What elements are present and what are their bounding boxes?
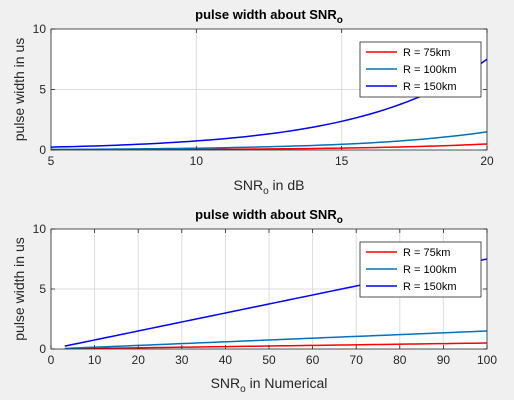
- x-tick-label: 60: [306, 353, 320, 367]
- x-axis-label: SNRo in dB: [234, 177, 305, 197]
- chart-title: pulse width about SNRo: [195, 207, 343, 226]
- series-line-3: [51, 58, 487, 148]
- legend-label: R = 150km: [403, 81, 457, 93]
- x-axis-label: SNRo in Numerical: [211, 375, 328, 395]
- x-tick-label: 90: [437, 353, 451, 367]
- y-tick-label: 10: [33, 222, 47, 236]
- y-tick-label: 10: [33, 22, 47, 36]
- x-tick-label: 20: [480, 154, 494, 168]
- x-tick-label: 30: [175, 353, 189, 367]
- x-tick-label: 0: [48, 353, 55, 367]
- y-tick-label: 5: [39, 282, 46, 296]
- legend-label: R = 100km: [403, 264, 457, 276]
- x-tick-label: 70: [350, 353, 364, 367]
- legend-label: R = 150km: [403, 281, 457, 293]
- subplot-2: 0 10 20 30 40 50 60 70 80 90 100 0 5 10 pulse width ab…: [11, 207, 497, 395]
- x-tick-label: 10: [190, 154, 204, 168]
- x-tick-label: 10: [88, 353, 102, 367]
- x-tick-label: 50: [262, 353, 276, 367]
- y-axis-label: pulse width in us: [11, 38, 27, 142]
- x-tick-label: 15: [335, 154, 349, 168]
- legend: R = 75km R = 100km R = 150km: [359, 241, 482, 298]
- x-tick-label: 40: [219, 353, 233, 367]
- y-tick-label: 0: [39, 143, 46, 157]
- y-axis-label: pulse width in us: [11, 237, 27, 341]
- series-line-1: [64, 342, 487, 349]
- legend: R = 75km R = 100km R = 150km: [359, 41, 482, 98]
- x-tick-label: 5: [48, 154, 55, 168]
- legend-label: R = 75km: [403, 247, 450, 259]
- x-tick-label: 100: [477, 353, 497, 367]
- series-line-2: [51, 131, 487, 150]
- legend-label: R = 75km: [403, 47, 450, 59]
- series-line-2: [64, 330, 487, 349]
- y-tick-label: 0: [39, 342, 46, 356]
- y-tick-label: 5: [39, 83, 46, 97]
- chart-title: pulse width about SNRo: [195, 7, 343, 26]
- x-tick-label: 80: [393, 353, 407, 367]
- legend-label: R = 100km: [403, 64, 457, 76]
- x-tick-label: 20: [132, 353, 146, 367]
